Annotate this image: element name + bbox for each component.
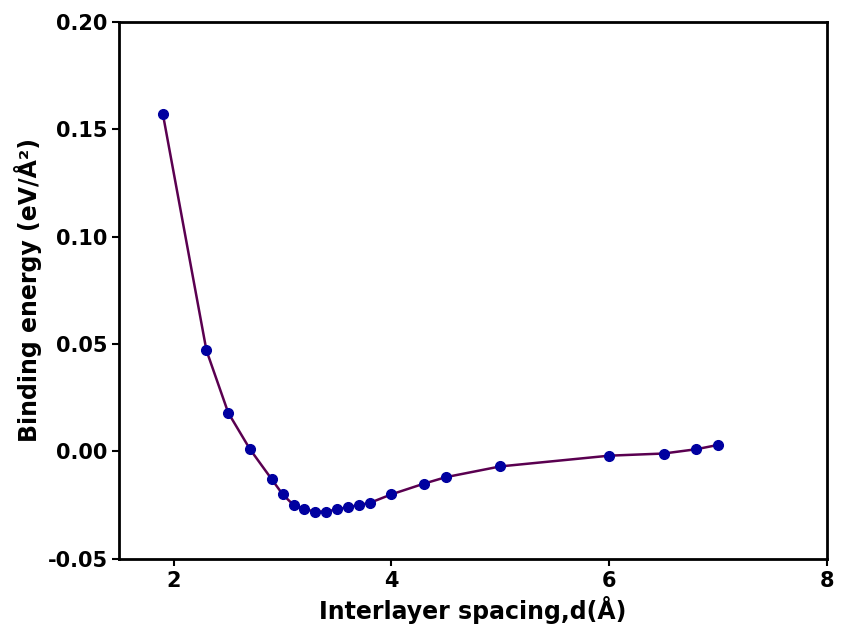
Y-axis label: Binding energy (eV/Å²): Binding energy (eV/Å²) <box>14 138 42 442</box>
X-axis label: Interlayer spacing,d(Å): Interlayer spacing,d(Å) <box>320 596 627 624</box>
